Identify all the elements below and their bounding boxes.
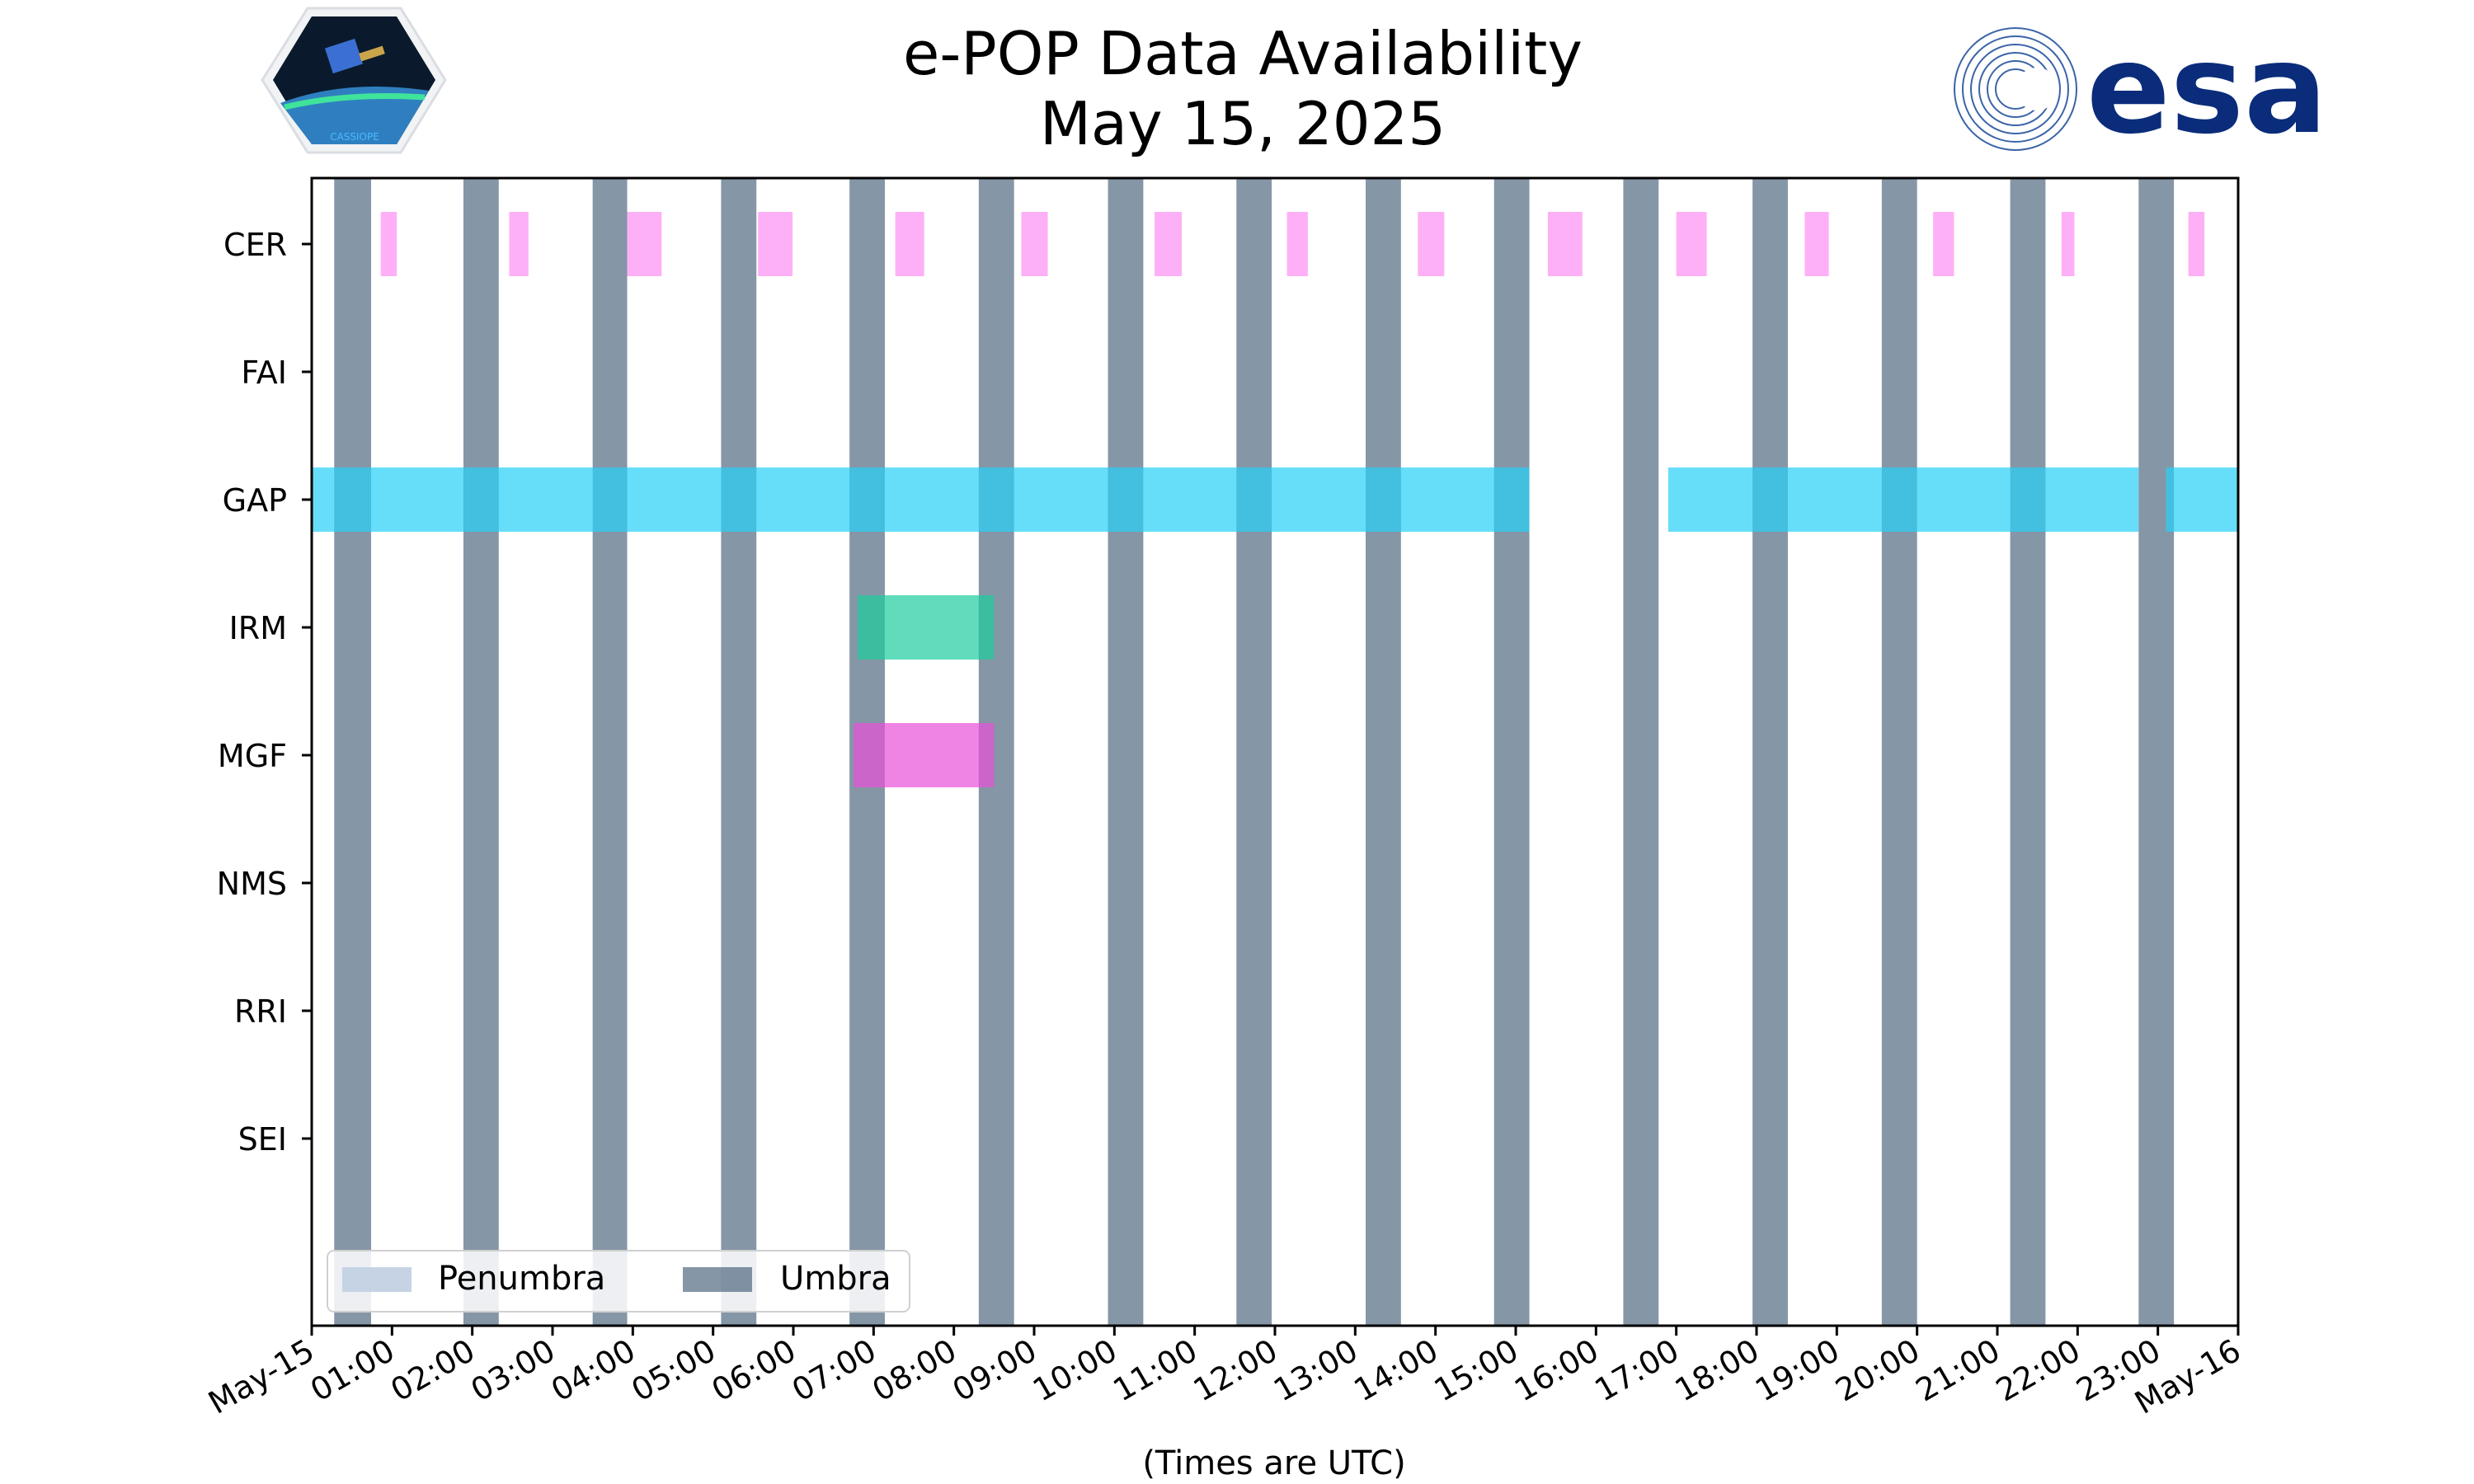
interval-cer-10 [1676, 212, 1707, 276]
interval-cer-8 [1418, 212, 1445, 276]
legend-label-umbra: Umbra [780, 1260, 891, 1298]
legend-box [327, 1250, 910, 1313]
xtick-label-4: 04:00 [545, 1332, 642, 1409]
xtick-label-22: 22:00 [1990, 1332, 2086, 1409]
esa-logo-text: esa [2086, 18, 2327, 162]
xtick-label-0: May-15 [202, 1332, 320, 1421]
interval-cer-14 [2188, 212, 2205, 276]
ytick-label-mgf: MGF [218, 738, 287, 774]
ytick-label-nms: NMS [217, 866, 287, 902]
chart-title-line-2: May 15, 2025 [1040, 89, 1446, 158]
ytick-label-rri: RRI [234, 993, 287, 1030]
ytick-label-irm: IRM [229, 610, 287, 646]
y-axis: CER FAI GAP IRM MGF NMS RRI SEI [217, 227, 312, 1158]
series-layer [312, 212, 2238, 787]
xtick-label-12: 12:00 [1188, 1332, 1284, 1409]
interval-cer-3 [758, 212, 793, 276]
interval-cer-5 [1021, 212, 1048, 276]
legend-swatch-penumbra [342, 1267, 412, 1292]
umbra-band-12 [1881, 178, 1917, 1326]
umbra-band-2 [592, 178, 628, 1326]
xtick-label-10: 10:00 [1027, 1332, 1123, 1409]
ytick-label-sei: SEI [238, 1121, 287, 1158]
interval-cer-2 [627, 212, 662, 276]
umbra-band-0 [334, 178, 372, 1326]
umbra-layer [334, 178, 2175, 1326]
interval-cer-7 [1286, 212, 1308, 276]
chart-title-line-1: e-POP Data Availability [903, 19, 1583, 88]
xtick-label-8: 08:00 [866, 1332, 962, 1409]
xtick-label-6: 06:00 [706, 1332, 802, 1409]
interval-cer-9 [1547, 212, 1583, 276]
esa-logo: esa [1954, 18, 2327, 162]
xtick-label-15: 15:00 [1428, 1332, 1525, 1409]
legend-label-penumbra: Penumbra [438, 1260, 605, 1298]
xtick-label-16: 16:00 [1508, 1332, 1605, 1409]
cassiope-logo-satellite-body [324, 38, 364, 74]
umbra-band-14 [2138, 178, 2175, 1326]
xtick-label-17: 17:00 [1588, 1332, 1685, 1409]
xtick-label-7: 07:00 [786, 1332, 882, 1409]
xtick-label-2: 02:00 [384, 1332, 481, 1409]
xtick-label-19: 19:00 [1749, 1332, 1846, 1409]
umbra-band-9 [1493, 178, 1530, 1326]
umbra-band-10 [1623, 178, 1659, 1326]
interval-cer-0 [380, 212, 397, 276]
cassiope-logo-satellite-panel [359, 45, 385, 62]
interval-gap-1 [1667, 467, 2139, 532]
ytick-label-gap: GAP [223, 482, 287, 519]
interval-cer-12 [1933, 212, 1954, 276]
umbra-band-8 [1365, 178, 1401, 1326]
esa-logo-swirl [1954, 27, 2077, 151]
umbra-band-7 [1236, 178, 1272, 1326]
legend: Penumbra Umbra [327, 1250, 910, 1313]
xtick-label-13: 13:00 [1268, 1332, 1364, 1409]
interval-gap-0 [312, 467, 1530, 532]
interval-cer-4 [895, 212, 924, 276]
umbra-band-13 [2010, 178, 2046, 1326]
interval-cer-13 [2061, 212, 2075, 276]
x-axis: May-1501:0002:0003:0004:0005:0006:0007:0… [202, 1326, 2247, 1421]
interval-cer-11 [1804, 212, 1829, 276]
umbra-band-11 [1752, 178, 1788, 1326]
ytick-label-cer: CER [223, 227, 287, 263]
xtick-label-11: 11:00 [1107, 1332, 1203, 1409]
xtick-label-5: 05:00 [625, 1332, 722, 1409]
cassiope-logo-caption: CASSIOPE [330, 131, 379, 143]
umbra-band-3 [721, 178, 757, 1326]
xtick-label-21: 21:00 [1910, 1332, 2006, 1409]
xtick-label-1: 01:00 [304, 1332, 401, 1409]
xtick-label-14: 14:00 [1348, 1332, 1444, 1409]
interval-cer-1 [509, 212, 529, 276]
x-axis-label: (Times are UTC) [1142, 1444, 1405, 1482]
interval-cer-6 [1155, 212, 1183, 276]
legend-swatch-umbra [683, 1267, 752, 1292]
umbra-band-1 [463, 178, 499, 1326]
esa-logo-core [2015, 68, 2058, 110]
cassiope-logo: CASSIOPE [261, 7, 447, 154]
umbra-band-6 [1108, 178, 1144, 1326]
xtick-label-9: 09:00 [947, 1332, 1043, 1409]
interval-mgf-0 [854, 723, 995, 787]
xtick-label-18: 18:00 [1669, 1332, 1766, 1409]
xtick-label-20: 20:00 [1829, 1332, 1926, 1409]
ytick-label-fai: FAI [241, 355, 287, 391]
xtick-label-3: 03:00 [465, 1332, 562, 1409]
interval-irm-0 [857, 595, 995, 660]
interval-gap-2 [2166, 467, 2238, 532]
cassiope-logo-aurora [284, 93, 426, 110]
